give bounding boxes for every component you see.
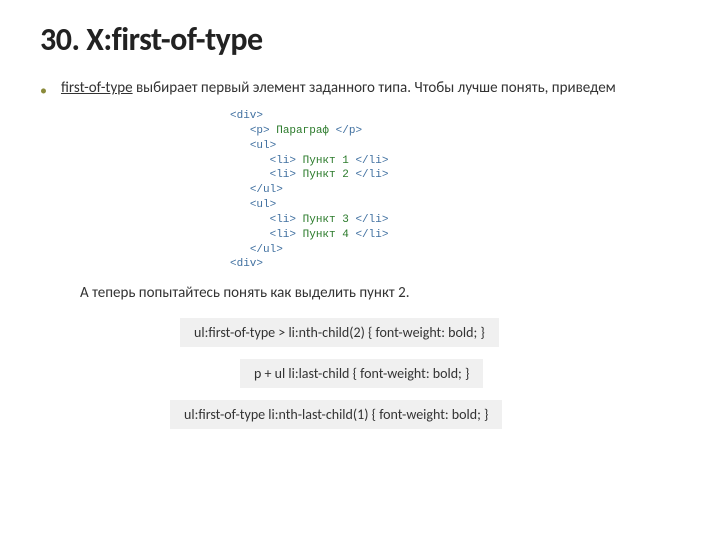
desc-prefix: first-of-type xyxy=(61,79,133,97)
css-example-2: p + ul li:last-child { font-weight: bold… xyxy=(240,359,483,388)
css-example-1: ul:first-of-type > li:nth-child(2) { fon… xyxy=(180,318,499,347)
slide-title: 30. X:first-of-type xyxy=(40,20,680,59)
description-text: first-of-type выбирает первый элемент за… xyxy=(61,79,616,99)
sub-description: А теперь попытайтесь понять как выделить… xyxy=(80,284,680,302)
bullet-item: • first-of-type выбирает первый элемент … xyxy=(40,79,680,99)
html-code-block: <div> <p> Параграф </p> <ul> <li> Пункт … xyxy=(230,109,680,272)
desc-rest: выбирает первый элемент заданного типа. … xyxy=(133,79,616,97)
css-example-3: ul:first-of-type li:nth-last-child(1) { … xyxy=(170,400,502,429)
bullet-icon: • xyxy=(40,82,47,99)
